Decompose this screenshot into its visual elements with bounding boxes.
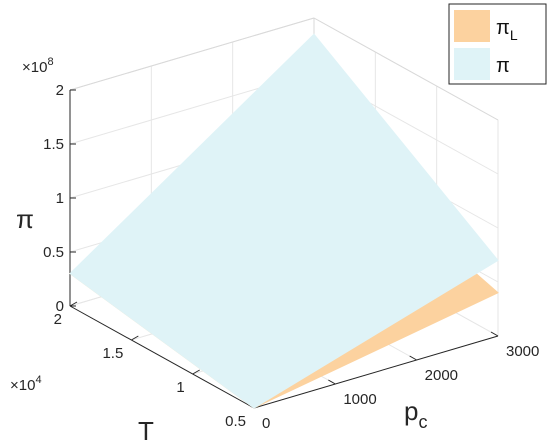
- x-tick-label: 2: [54, 311, 62, 328]
- z-axis-ticks: 0 0.5 1 1.5 2: [43, 82, 64, 315]
- y-tick-mark: [490, 331, 499, 337]
- legend-swatch-pi-l: [454, 10, 490, 42]
- x-axis-label: T: [138, 416, 154, 444]
- x-tick-label: 1: [176, 379, 184, 396]
- y-tick-label: 2000: [425, 367, 458, 384]
- x-tick-mark: [131, 335, 139, 341]
- x-tick-mark: [69, 301, 78, 307]
- z-tick-label: 1: [56, 190, 64, 207]
- z-tick-label: 1.5: [43, 136, 64, 153]
- legend-label-pi-l: πL: [496, 17, 518, 43]
- y-tick-mark: [409, 355, 417, 361]
- x-axis-multiplier: ×104: [10, 374, 42, 394]
- x-axis-line: [69, 305, 255, 409]
- surface-layer: [69, 33, 499, 409]
- z-tick-label: 0: [56, 298, 64, 315]
- z-tick-label: 2: [56, 82, 64, 99]
- y-tick-label: 0: [262, 415, 270, 432]
- x-tick-label: 1.5: [102, 345, 123, 362]
- x-tick-mark: [192, 369, 200, 375]
- z-tick-label: 0.5: [43, 244, 64, 261]
- y-tick-mark: [328, 379, 336, 385]
- z-axis-multiplier: ×108: [22, 56, 54, 76]
- x-tick-label: 0.5: [225, 413, 246, 430]
- legend-swatch-pi: [454, 48, 490, 80]
- y-tick-label: 3000: [506, 343, 539, 360]
- legend-label-pi: π: [496, 55, 510, 77]
- y-tick-label: 1000: [343, 391, 376, 408]
- y-axis-line: [253, 335, 499, 409]
- x-axis-ticks: 0.5 1 1.5 2: [54, 311, 246, 430]
- y-axis-ticks: 0 1000 2000 3000: [262, 343, 539, 432]
- legend: πL π: [448, 3, 547, 85]
- box-edge: [313, 17, 499, 121]
- box-edge: [69, 17, 315, 91]
- y-axis-label: pc: [404, 396, 427, 432]
- surface-1: [69, 33, 499, 409]
- z-axis-label: π: [16, 204, 34, 234]
